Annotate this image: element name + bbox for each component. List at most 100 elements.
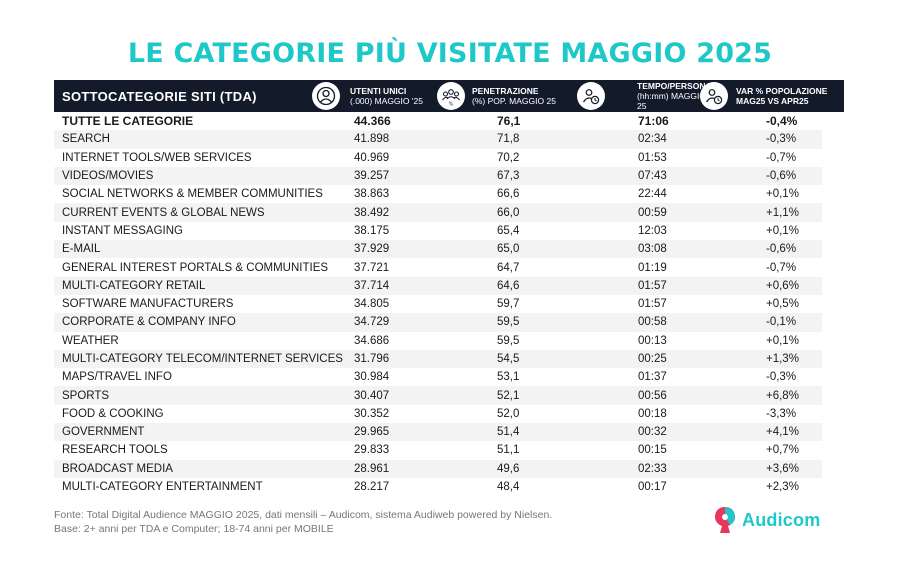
- row-users: 28.961: [354, 462, 390, 475]
- footer-note: Fonte: Total Digital Audience MAGGIO 202…: [54, 508, 552, 536]
- row-penetration: 65,4: [497, 224, 520, 237]
- row-category: MULTI-CATEGORY TELECOM/INTERNET SERVICES: [62, 353, 343, 365]
- table-row: FOOD & COOKING 30.352 52,0 00:18 -3,3%: [54, 404, 844, 424]
- row-variation: +2,3%: [766, 481, 799, 494]
- row-variation: -0,6%: [766, 243, 797, 256]
- table-row: VIDEOS/MOVIES 39.257 67,3 07:43 -0,6%: [54, 166, 844, 186]
- row-penetration: 52,0: [497, 407, 520, 420]
- row-users: 29.965: [354, 426, 390, 439]
- row-time: 00:18: [638, 407, 667, 420]
- row-category: SPORTS: [62, 389, 110, 402]
- row-category: BROADCAST MEDIA: [62, 462, 173, 475]
- table-row: MAPS/TRAVEL INFO 30.984 53,1 01:37 -0,3%: [54, 368, 844, 387]
- row-category: INTERNET TOOLS/WEB SERVICES: [62, 151, 252, 164]
- row-category: E-MAIL: [62, 243, 101, 256]
- row-category: CORPORATE & COMPANY INFO: [62, 316, 236, 329]
- row-category: MULTI-CATEGORY ENTERTAINMENT: [62, 481, 263, 494]
- table-header: SOTTOCATEGORIE SITI (TDA) UTENTI UNICI (.…: [54, 80, 844, 112]
- row-variation: -0,7%: [766, 261, 797, 274]
- table-row: RESEARCH TOOLS 29.833 51,1 00:15 +0,7%: [54, 441, 844, 460]
- footer-base: Base: 2+ anni per TDA e Computer; 18-74 …: [54, 523, 334, 535]
- row-category: WEATHER: [62, 334, 119, 347]
- row-penetration: 66,0: [497, 206, 520, 219]
- row-time: 01:19: [638, 261, 667, 274]
- row-category: VIDEOS/MOVIES: [62, 170, 154, 183]
- row-variation: -0,7%: [766, 151, 797, 164]
- row-penetration: 76,1: [497, 114, 521, 129]
- row-time: 00:25: [638, 353, 667, 365]
- row-users: 34.805: [354, 298, 390, 311]
- row-users: 38.863: [354, 188, 390, 201]
- row-time: 03:08: [638, 243, 667, 256]
- row-penetration: 49,6: [497, 462, 520, 475]
- row-penetration: 66,6: [497, 188, 520, 201]
- row-time: 00:58: [638, 316, 667, 329]
- row-users: 34.729: [354, 316, 390, 329]
- header-users: UTENTI UNICI (.000) MAGGIO '25: [350, 86, 423, 106]
- row-time: 01:57: [638, 298, 667, 311]
- row-penetration: 51,4: [497, 426, 520, 439]
- user-clock-icon: [577, 82, 605, 110]
- row-category: GOVERNMENT: [62, 426, 145, 439]
- table-row: MULTI-CATEGORY RETAIL 37.714 64,6 01:57 +0,6…: [54, 276, 844, 296]
- row-penetration: 70,2: [497, 151, 520, 164]
- row-penetration: 48,4: [497, 481, 520, 494]
- row-variation: -0,3%: [766, 371, 797, 384]
- row-time: 00:15: [638, 444, 667, 457]
- row-users: 37.929: [354, 243, 390, 256]
- row-penetration: 54,5: [497, 353, 520, 365]
- row-time: 07:43: [638, 170, 667, 183]
- table-row: INSTANT MESSAGING 38.175 65,4 12:03 +0,1%: [54, 221, 844, 241]
- table-row: GOVERNMENT 29.965 51,4 00:32 +4,1%: [54, 423, 844, 442]
- row-time: 00:32: [638, 426, 667, 439]
- row-variation: +0,5%: [766, 298, 799, 311]
- row-variation: +6,8%: [766, 389, 799, 402]
- row-penetration: 59,5: [497, 316, 520, 329]
- row-penetration: 53,1: [497, 371, 520, 384]
- row-penetration: 71,8: [497, 133, 520, 146]
- row-time: 00:13: [638, 334, 667, 347]
- row-penetration: 67,3: [497, 170, 520, 183]
- row-time: 01:37: [638, 371, 667, 384]
- footer-source: Fonte: Total Digital Audience MAGGIO 202…: [54, 509, 553, 521]
- row-category: GENERAL INTEREST PORTALS & COMMUNITIES: [62, 261, 329, 274]
- row-time: 00:17: [638, 481, 667, 494]
- group-icon: %: [437, 82, 465, 110]
- table-row: E-MAIL 37.929 65,0 03:08 -0,6%: [54, 240, 844, 259]
- row-users: 38.492: [354, 206, 390, 219]
- row-users: 41.898: [354, 133, 390, 146]
- table-row: SOFTWARE MANUFACTURERS 34.805 59,7 01:57 +0,…: [54, 294, 844, 314]
- row-users: 31.796: [354, 353, 390, 365]
- row-category: INSTANT MESSAGING: [62, 224, 183, 237]
- percent-symbol: %: [449, 102, 454, 107]
- row-users: 30.407: [354, 389, 390, 402]
- row-users: 34.686: [354, 334, 390, 347]
- row-category: RESEARCH TOOLS: [62, 444, 168, 457]
- row-variation: +0,1%: [766, 188, 799, 201]
- header-penetration: PENETRAZIONE (%) POP. MAGGIO 25: [472, 86, 556, 106]
- table-row: SEARCH 41.898 71,8 02:34 -0,3%: [54, 130, 844, 149]
- row-users: 37.714: [354, 279, 390, 292]
- row-variation: +0,1%: [766, 224, 799, 237]
- row-variation: +0,7%: [766, 444, 799, 457]
- row-users: 37.721: [354, 261, 390, 274]
- row-variation: +0,6%: [766, 279, 799, 292]
- header-subcategories: SOTTOCATEGORIE SITI (TDA): [62, 88, 257, 104]
- row-penetration: 65,0: [497, 243, 520, 256]
- row-penetration: 51,1: [497, 444, 520, 457]
- user-clock-icon: [700, 82, 728, 110]
- row-time: 02:33: [638, 462, 667, 475]
- row-users: 44.366: [354, 114, 391, 129]
- row-time: 22:44: [638, 188, 667, 201]
- row-category: FOOD & COOKING: [62, 407, 164, 420]
- row-time: 00:56: [638, 389, 667, 402]
- row-category: SEARCH: [62, 133, 110, 146]
- row-users: 28.217: [354, 481, 390, 494]
- row-variation: +4,1%: [766, 426, 799, 439]
- row-penetration: 52,1: [497, 389, 520, 402]
- row-variation: +1,1%: [766, 206, 799, 219]
- table-row: WEATHER 34.686 59,5 00:13 +0,1%: [54, 331, 844, 351]
- table-row: SPORTS 30.407 52,1 00:56 +6,8%: [54, 386, 844, 406]
- row-variation: +0,1%: [766, 334, 799, 347]
- row-category: SOCIAL NETWORKS & MEMBER COMMUNITIES: [62, 188, 323, 201]
